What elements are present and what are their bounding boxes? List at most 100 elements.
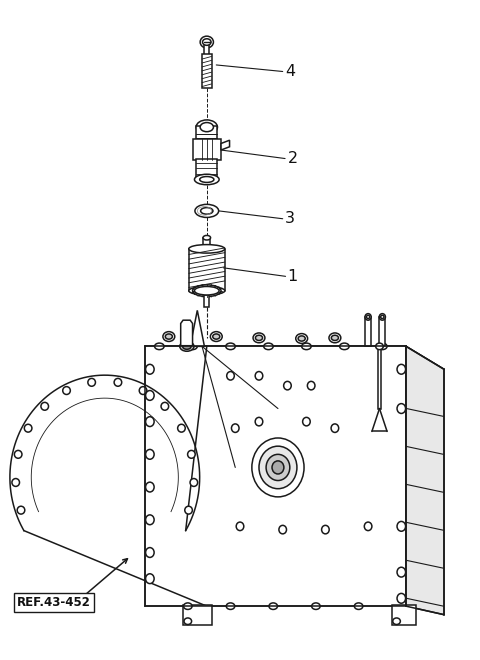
Ellipse shape xyxy=(41,403,48,411)
Ellipse shape xyxy=(210,331,222,341)
Ellipse shape xyxy=(12,478,20,486)
Bar xyxy=(365,317,371,347)
Ellipse shape xyxy=(163,331,175,341)
Polygon shape xyxy=(406,346,444,614)
Ellipse shape xyxy=(194,174,219,185)
Ellipse shape xyxy=(14,450,22,458)
Text: 1: 1 xyxy=(288,269,298,284)
Bar xyxy=(183,605,212,624)
Ellipse shape xyxy=(145,416,154,426)
Bar xyxy=(145,346,406,606)
Ellipse shape xyxy=(255,335,263,341)
Ellipse shape xyxy=(165,334,172,339)
Ellipse shape xyxy=(272,461,284,474)
Ellipse shape xyxy=(200,176,214,182)
Ellipse shape xyxy=(312,603,320,609)
Ellipse shape xyxy=(183,603,192,609)
Ellipse shape xyxy=(378,343,387,350)
Ellipse shape xyxy=(226,343,235,350)
Ellipse shape xyxy=(354,603,363,609)
Ellipse shape xyxy=(88,378,96,386)
Polygon shape xyxy=(31,343,444,618)
Ellipse shape xyxy=(178,424,185,432)
Ellipse shape xyxy=(301,343,311,350)
Ellipse shape xyxy=(226,603,235,609)
Ellipse shape xyxy=(145,391,154,401)
Ellipse shape xyxy=(180,341,194,351)
Ellipse shape xyxy=(331,424,339,432)
Ellipse shape xyxy=(195,205,219,217)
Ellipse shape xyxy=(340,343,349,350)
Ellipse shape xyxy=(145,449,154,459)
Ellipse shape xyxy=(145,548,154,558)
Ellipse shape xyxy=(139,387,147,395)
Ellipse shape xyxy=(255,417,263,426)
Ellipse shape xyxy=(145,482,154,492)
Ellipse shape xyxy=(397,593,406,603)
Ellipse shape xyxy=(114,378,122,386)
Text: 3: 3 xyxy=(285,211,295,226)
Ellipse shape xyxy=(322,525,329,534)
Ellipse shape xyxy=(397,521,406,531)
Ellipse shape xyxy=(203,236,211,240)
Ellipse shape xyxy=(279,525,287,534)
Bar xyxy=(392,605,416,624)
Ellipse shape xyxy=(307,381,315,390)
Ellipse shape xyxy=(298,336,305,341)
Ellipse shape xyxy=(364,522,372,531)
Ellipse shape xyxy=(189,245,225,253)
Text: 4: 4 xyxy=(285,64,295,79)
Ellipse shape xyxy=(393,618,400,624)
Polygon shape xyxy=(145,346,444,369)
Bar xyxy=(204,295,209,307)
Ellipse shape xyxy=(255,372,263,380)
Bar xyxy=(196,158,217,180)
Ellipse shape xyxy=(188,343,197,350)
Ellipse shape xyxy=(155,343,164,350)
Ellipse shape xyxy=(194,286,219,295)
Ellipse shape xyxy=(184,618,192,624)
Ellipse shape xyxy=(331,335,338,341)
Ellipse shape xyxy=(182,343,191,349)
Ellipse shape xyxy=(227,372,234,380)
Ellipse shape xyxy=(196,120,217,135)
Bar xyxy=(196,126,217,140)
Ellipse shape xyxy=(376,343,384,350)
Bar xyxy=(204,238,210,248)
Ellipse shape xyxy=(397,404,406,413)
Ellipse shape xyxy=(231,424,239,432)
Ellipse shape xyxy=(190,478,198,486)
Ellipse shape xyxy=(264,343,273,350)
Ellipse shape xyxy=(145,364,154,374)
Ellipse shape xyxy=(365,314,371,320)
Bar xyxy=(202,54,212,88)
Ellipse shape xyxy=(200,36,214,48)
Ellipse shape xyxy=(397,567,406,577)
Polygon shape xyxy=(190,310,204,346)
Bar xyxy=(378,346,382,409)
Bar xyxy=(192,139,221,160)
Ellipse shape xyxy=(145,515,154,525)
Ellipse shape xyxy=(253,333,265,343)
Ellipse shape xyxy=(269,603,277,609)
Ellipse shape xyxy=(381,315,384,319)
Ellipse shape xyxy=(329,333,341,343)
Polygon shape xyxy=(180,320,192,346)
Ellipse shape xyxy=(302,417,310,426)
Ellipse shape xyxy=(397,364,406,374)
Ellipse shape xyxy=(185,506,192,514)
Ellipse shape xyxy=(259,446,297,488)
Ellipse shape xyxy=(379,314,385,320)
Text: 2: 2 xyxy=(288,151,298,166)
Ellipse shape xyxy=(266,454,290,480)
Ellipse shape xyxy=(145,574,154,583)
Ellipse shape xyxy=(188,450,195,458)
Ellipse shape xyxy=(192,285,221,296)
Ellipse shape xyxy=(203,39,211,46)
Bar xyxy=(380,317,385,347)
Ellipse shape xyxy=(63,387,71,395)
Ellipse shape xyxy=(201,208,213,214)
Ellipse shape xyxy=(200,123,214,132)
Ellipse shape xyxy=(213,334,220,339)
Ellipse shape xyxy=(284,381,291,390)
